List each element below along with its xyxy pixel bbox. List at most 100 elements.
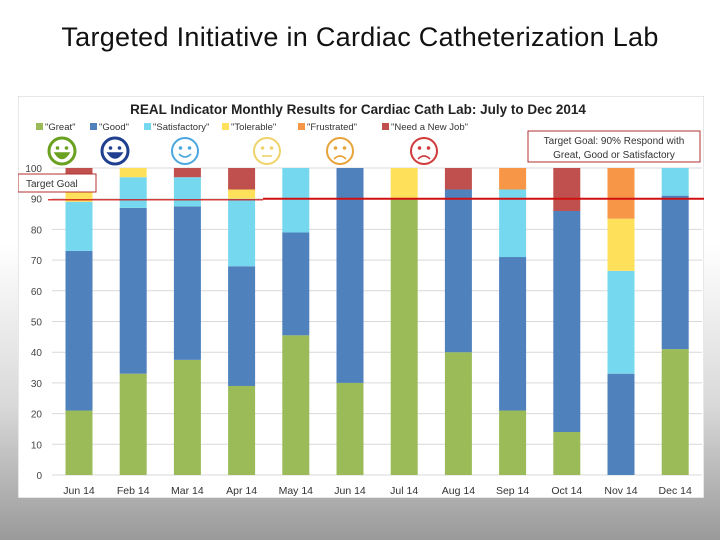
- x-tick-label: Apr 14: [226, 485, 257, 497]
- bar-segment: [173, 206, 201, 360]
- bar-segment: [661, 168, 689, 196]
- slide-title: Targeted Initiative in Cardiac Catheteri…: [61, 22, 659, 52]
- bar-segment: [607, 218, 635, 271]
- legend-swatch: [222, 123, 229, 130]
- legend-label: "Frustrated": [307, 122, 357, 133]
- x-tick-label: Nov 14: [604, 485, 637, 497]
- bar-segment: [499, 189, 527, 258]
- legend-label: "Tolerable": [231, 122, 276, 133]
- stacked-bar-chart: REAL Indicator Monthly Results for Cardi…: [18, 96, 704, 498]
- bar-segment: [228, 189, 256, 199]
- legend-swatch: [298, 123, 305, 130]
- y-tick-label: 80: [31, 225, 43, 236]
- bar-segment: [499, 168, 527, 190]
- x-tick-label: Jun 14: [334, 485, 366, 497]
- very-happy-face-icon: [47, 136, 77, 166]
- face-eye: [178, 146, 183, 150]
- y-tick-label: 90: [31, 195, 43, 206]
- sad-crying-face-icon: [410, 137, 438, 165]
- x-tick-label: May 14: [279, 485, 314, 497]
- bar-segment: [444, 352, 472, 475]
- y-tick-label: 30: [31, 379, 43, 390]
- bar-segment: [336, 382, 364, 475]
- legend-label: "Good": [99, 122, 129, 133]
- target-goal-box: [18, 173, 97, 193]
- bar-segment: [65, 168, 93, 178]
- bar-segment: [661, 195, 689, 350]
- x-tick-label: Dec 14: [659, 485, 692, 497]
- face-outline: [171, 137, 199, 165]
- face-eye: [55, 146, 60, 150]
- y-tick-label: 20: [31, 410, 43, 421]
- face-outline: [326, 137, 354, 165]
- smile-face-icon: [171, 137, 199, 165]
- bar-segment: [119, 207, 147, 374]
- x-tick-label: Oct 14: [551, 485, 582, 497]
- face-mouth: [333, 155, 347, 160]
- face-eye: [117, 146, 122, 150]
- face-mouth: [417, 155, 431, 160]
- y-tick-label: 50: [31, 318, 43, 329]
- target-annotation-box: [527, 130, 701, 163]
- bar-segment: [282, 335, 310, 475]
- face-eye: [64, 146, 69, 150]
- bar-segment: [282, 232, 310, 336]
- x-tick-label: Sep 14: [496, 485, 529, 497]
- face-eye: [426, 146, 431, 150]
- face-eye: [260, 146, 265, 150]
- bar-stack: [336, 168, 364, 475]
- bar-segment: [390, 168, 418, 199]
- bar-stack: [173, 168, 201, 475]
- face-eye: [342, 146, 347, 150]
- legend-swatch: [144, 123, 151, 130]
- face-outline: [410, 137, 438, 165]
- face-mouth: [106, 152, 124, 159]
- bar-segment: [119, 168, 147, 178]
- bar-stack: [119, 168, 147, 475]
- bar-segment: [228, 168, 256, 190]
- chart-title: REAL Indicator Monthly Results for Cardi…: [130, 102, 586, 117]
- target-goal-label: Target Goal: [26, 179, 78, 190]
- bar-segment: [607, 270, 635, 374]
- bar-segment: [390, 198, 418, 475]
- y-tick-label: 70: [31, 256, 43, 267]
- bar-segment: [119, 177, 147, 208]
- y-tick-label: 100: [25, 164, 42, 175]
- bar-segment: [119, 373, 147, 475]
- bar-segment: [499, 257, 527, 411]
- x-tick-label: Jul 14: [390, 485, 418, 497]
- bar-segment: [173, 168, 201, 178]
- bar-segment: [553, 168, 581, 211]
- face-outline: [253, 137, 281, 165]
- bar-segment: [607, 373, 635, 475]
- bar-segment: [173, 177, 201, 207]
- y-tick-label: 0: [36, 471, 42, 482]
- legend-label: "Satisfactory": [153, 122, 209, 133]
- bar-segment: [444, 168, 472, 190]
- bar-segment: [228, 266, 256, 386]
- bar-segment: [173, 359, 201, 475]
- legend-label: "Great": [45, 122, 76, 133]
- bar-segment: [444, 189, 472, 353]
- neutral-face-icon: [253, 137, 281, 165]
- bar-stack: [661, 168, 689, 475]
- x-tick-label: Aug 14: [442, 485, 475, 497]
- bar-stack: [228, 168, 256, 475]
- bar-segment: [553, 432, 581, 475]
- bar-segment: [228, 385, 256, 475]
- face-mouth: [178, 153, 192, 158]
- legend-swatch: [36, 123, 43, 130]
- face-outline: [100, 136, 130, 166]
- bar-stack: [390, 168, 418, 475]
- bar-segment: [282, 168, 310, 233]
- x-tick-label: Mar 14: [171, 485, 204, 497]
- target-annotation-line: Great, Good or Satisfactory: [553, 150, 675, 161]
- bar-segment: [65, 201, 93, 251]
- bar-segment: [607, 168, 635, 219]
- target-annotation-line: Target Goal: 90% Respond with: [544, 136, 685, 147]
- face-eye: [417, 146, 422, 150]
- y-tick-label: 60: [31, 287, 43, 298]
- bar-segment: [553, 210, 581, 433]
- bar-segment: [228, 198, 256, 267]
- bar-segment: [499, 410, 527, 475]
